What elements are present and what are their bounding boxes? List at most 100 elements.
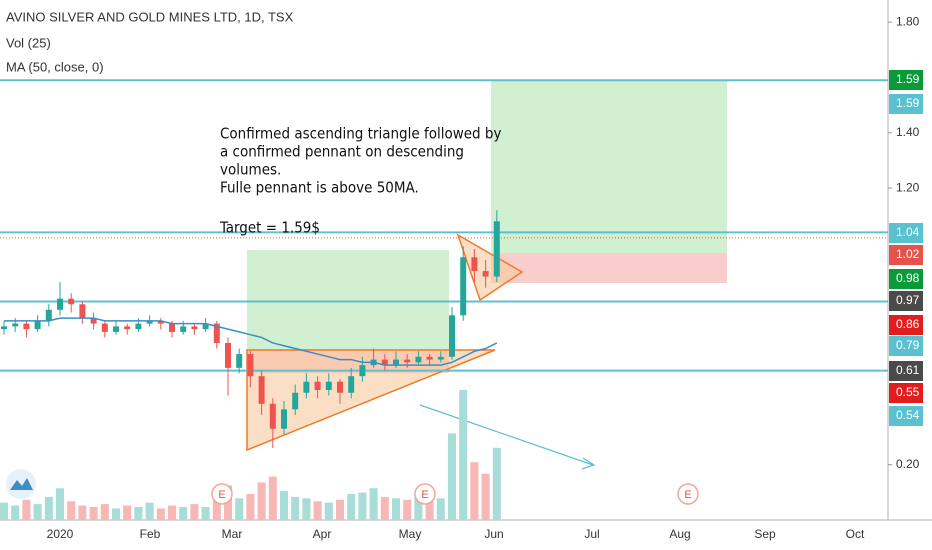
candle-body (225, 342, 231, 368)
volume-bar (347, 494, 356, 520)
volume-bar (403, 499, 412, 520)
annotation-line: volumes. (220, 161, 281, 179)
candle-body (359, 365, 366, 377)
earnings-marker (677, 483, 699, 505)
volume-bar (246, 494, 255, 520)
volume-bar (89, 507, 98, 520)
candle-body (191, 326, 198, 330)
candle-body (303, 381, 310, 393)
candle-body (437, 356, 444, 360)
candle-body (292, 392, 299, 410)
volume-bar (324, 502, 333, 520)
candle-body (45, 309, 52, 321)
volume-bar (56, 488, 64, 520)
price-label: 0.97 (896, 293, 920, 307)
candle-body (426, 356, 433, 360)
earnings-label: E (218, 489, 225, 501)
volume-bar (22, 499, 31, 520)
price-label: 0.79 (896, 338, 920, 352)
earnings-marker (414, 483, 436, 505)
price-label: 0.55 (896, 385, 920, 399)
volume-bar (168, 505, 176, 520)
price-label: 0.54 (896, 408, 920, 422)
volume-bar (268, 476, 277, 520)
candle-body (393, 359, 399, 366)
candle-body (34, 320, 41, 330)
price-label-box (889, 70, 923, 90)
x-tick-label: Feb (140, 527, 161, 541)
price-label: 1.02 (896, 247, 920, 261)
volume-bar (190, 504, 199, 520)
volume-bar (33, 504, 42, 520)
candle-body (213, 323, 220, 343)
candle-body (68, 298, 75, 305)
volume-bar (100, 504, 109, 520)
ma-line (4, 317, 498, 366)
price-label-box (889, 291, 923, 311)
volume-bar (11, 505, 20, 520)
annotation-line: Confirmed ascending triangle followed by (220, 125, 501, 143)
price-label: 0.61 (896, 363, 920, 377)
price-label-box (889, 245, 923, 265)
price-label: 1.59 (896, 72, 920, 86)
price-label-box (889, 361, 923, 381)
plot: 1.80 1.40 1.20 0.20 E E E (0, 14, 920, 520)
candle-body (101, 323, 108, 332)
volume-bar (179, 507, 188, 520)
target-zone (247, 250, 449, 349)
volume-bar (470, 462, 479, 520)
candle-body (79, 304, 86, 319)
price-label: 0.86 (896, 317, 920, 331)
volume-bar (425, 501, 434, 520)
candle-body (348, 376, 355, 393)
price-label-box (889, 269, 923, 289)
price-label-box (889, 223, 923, 243)
arrow-head (581, 457, 596, 470)
volume-bar (392, 498, 400, 520)
logo-circle (6, 469, 36, 499)
x-tick-label: Aug (669, 527, 690, 541)
volume-bar (369, 488, 378, 520)
candle-body (23, 323, 30, 330)
price-label-box (889, 383, 923, 403)
logo-mark (10, 478, 33, 490)
candle-body (124, 326, 131, 330)
price-label: 1.04 (896, 225, 920, 239)
volume-bar (44, 496, 53, 520)
candle-body (202, 323, 209, 330)
x-tick-label: Jun (484, 527, 503, 541)
ma-legend: MA (50, close, 0) (6, 59, 104, 74)
candle-body (1, 326, 7, 330)
candle-body (135, 323, 142, 330)
candle-body (157, 320, 164, 324)
candle-body (314, 381, 321, 390)
candle-body (449, 315, 455, 357)
volume-bar (492, 447, 501, 520)
price-label: 0.98 (896, 271, 920, 285)
annotation-line: Fulle pennant is above 50MA. (220, 179, 419, 197)
price-label: 1.59 (896, 96, 920, 110)
price-label-box (889, 94, 923, 114)
y-tick-label: 1.40 (896, 125, 920, 139)
x-tick-label: Oct (846, 527, 865, 541)
volume-bar (448, 433, 456, 520)
arrow (419, 404, 594, 466)
y-tick-label: 1.20 (896, 180, 920, 194)
candle-body (415, 356, 422, 363)
candle-body (258, 376, 265, 404)
y-tick-label: 1.80 (896, 14, 920, 28)
volume-bar (112, 508, 120, 520)
annotation-line: a confirmed pennant on descending (220, 143, 464, 161)
x-tick-label: Apr (313, 527, 332, 541)
candle-body (236, 354, 243, 368)
candle-body (180, 326, 187, 332)
volume-bar (156, 508, 165, 520)
candle-body (247, 354, 254, 377)
volume-bar (358, 492, 367, 520)
candle-body (281, 409, 287, 429)
candle-body (404, 359, 411, 363)
volume-bar (134, 507, 143, 520)
candle-body (337, 381, 343, 393)
candle-body (471, 257, 478, 272)
volume-legend: Vol (25) (6, 35, 51, 50)
